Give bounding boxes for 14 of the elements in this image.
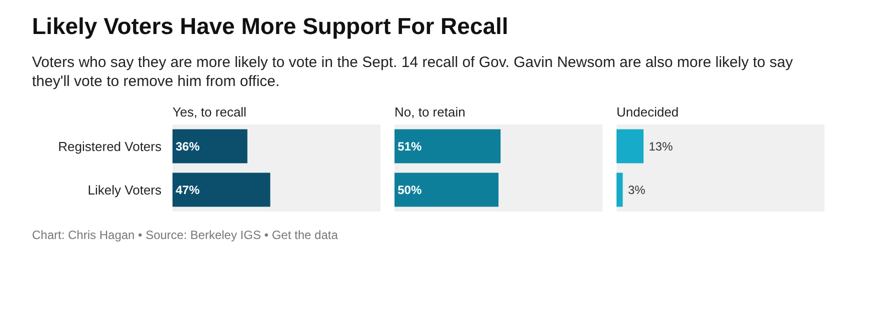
x-axis-title: No, to retain: [394, 104, 466, 120]
data-label: 36%: [176, 139, 200, 154]
data-label: 47%: [176, 182, 200, 197]
y-tick-label: Likely Voters: [88, 182, 162, 198]
text: Voters who say they are more likely to vote in the Sept. 14 recall of Gov. Gavin Newsom are also more likely to say they'll vote to remove him from office.: [32, 52, 794, 92]
data-label: 50%: [398, 182, 422, 197]
x-axis-title: Undecided: [616, 104, 679, 120]
data-label: 13%: [648, 139, 674, 154]
data-label: 51%: [398, 139, 422, 154]
y-tick-label: Registered Voters: [58, 138, 162, 154]
x-axis-title: Yes, to recall: [172, 104, 247, 120]
text: Chart: Chris Hagan • Source: Berkeley IGS • Get the data: [32, 226, 338, 244]
chart-title: Likely Voters Have More Support For Recall: [32, 12, 508, 41]
data-label: 3%: [628, 182, 646, 197]
